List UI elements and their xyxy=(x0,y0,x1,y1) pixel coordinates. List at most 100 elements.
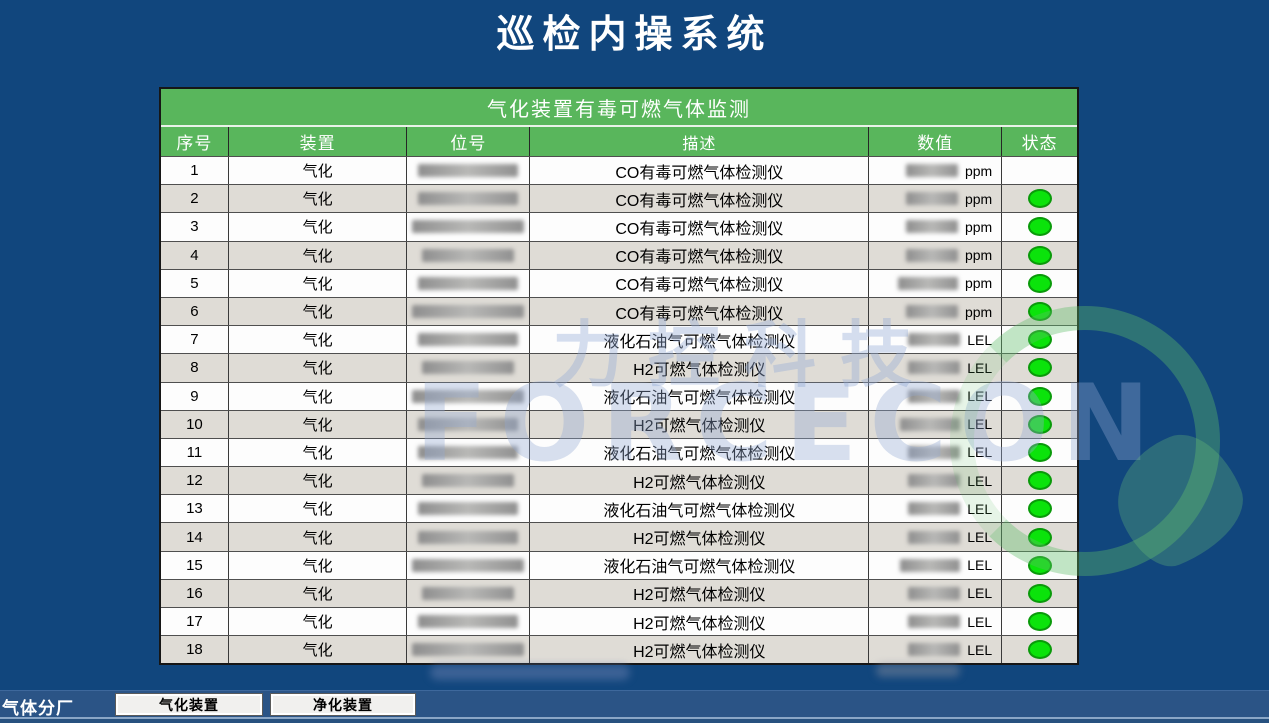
blurred-value xyxy=(908,530,961,544)
blurred-tag xyxy=(418,445,519,459)
column-header: 状态 xyxy=(1021,134,1058,153)
row-number: 8 xyxy=(161,354,229,382)
status-indicator-green xyxy=(1027,330,1052,350)
device-cell: 气化 xyxy=(229,354,408,382)
status-cell xyxy=(1002,636,1077,663)
purification-unit-button[interactable]: 净化装置 xyxy=(270,693,416,716)
table-row: 13 气化 液化石油气可燃气体检测仪 LEL xyxy=(161,494,1077,523)
device-cell: 气化 xyxy=(229,326,408,354)
value-cell: LEL xyxy=(869,438,1003,467)
table-row: 10 气化 H2可燃气体检测仪 LEL xyxy=(161,409,1077,438)
blurred-tag xyxy=(412,305,525,319)
description-cell: H2可燃气体检测仪 xyxy=(530,608,870,636)
description-cell: CO有毒可燃气体检测仪 xyxy=(530,157,870,185)
device-cell: 气化 xyxy=(229,269,408,297)
blurred-tag xyxy=(418,276,519,290)
blurred-tag xyxy=(412,389,525,403)
tag-cell xyxy=(407,495,531,523)
value-cell: LEL xyxy=(869,579,1003,607)
row-number: 5 xyxy=(161,269,229,297)
value-cell: ppm xyxy=(869,157,1003,185)
table-title: 气化装置有毒可燃气体监测 xyxy=(161,89,1077,127)
status-cell xyxy=(1002,411,1077,438)
status-cell xyxy=(1002,523,1077,550)
blurred-value xyxy=(905,305,958,319)
value-cell: LEL xyxy=(869,608,1003,636)
table-row: 18 气化 H2可燃气体检测仪 LEL xyxy=(161,635,1077,664)
description-cell: CO有毒可燃气体检测仪 xyxy=(530,269,870,297)
status-indicator-green xyxy=(1027,640,1052,660)
value-cell: ppm xyxy=(869,241,1003,269)
tag-cell xyxy=(407,438,531,467)
table-row: 15 气化 液化石油气可燃气体检测仪 LEL xyxy=(161,550,1077,579)
table-row: 14 气化 H2可燃气体检测仪 LEL xyxy=(161,522,1077,551)
table-row: 11 气化 液化石油气可燃气体检测仪 LEL xyxy=(161,437,1077,467)
description-cell: 液化石油气可燃气体检测仪 xyxy=(530,495,870,523)
blurred-value xyxy=(905,248,958,262)
status-indicator-green xyxy=(1027,358,1052,378)
tag-cell xyxy=(407,354,531,382)
tag-cell xyxy=(407,467,531,495)
blurred-tag xyxy=(412,643,525,657)
blurred-tag xyxy=(422,248,515,262)
status-indicator-green xyxy=(1027,442,1052,462)
blurred-value xyxy=(905,164,958,178)
value-cell: LEL xyxy=(869,467,1003,495)
tag-cell xyxy=(407,636,531,664)
table-row: 12 气化 H2可燃气体检测仪 LEL xyxy=(161,466,1077,495)
status-indicator-green xyxy=(1027,499,1052,519)
value-unit: LEL xyxy=(967,585,993,602)
column-header: 装置 xyxy=(229,127,408,156)
table-row: 1 气化 CO有毒可燃气体检测仪 ppm xyxy=(161,156,1077,185)
row-number: 3 xyxy=(161,213,229,241)
value-unit: ppm xyxy=(964,218,993,235)
description-cell: H2可燃气体检测仪 xyxy=(530,354,870,382)
column-header: 位号 xyxy=(407,127,531,156)
value-unit: LEL xyxy=(967,641,993,658)
status-cell xyxy=(1002,242,1077,269)
watermark-leaf-icon xyxy=(1099,419,1259,579)
value-cell: LEL xyxy=(869,523,1003,551)
value-cell: LEL xyxy=(869,551,1003,579)
blurred-value xyxy=(908,474,961,488)
device-cell: 气化 xyxy=(229,523,408,551)
column-header: 序号 xyxy=(161,127,229,156)
value-cell: ppm xyxy=(869,185,1003,213)
row-number: 16 xyxy=(161,579,229,607)
status-cell xyxy=(1002,495,1077,522)
status-cell xyxy=(1002,580,1077,607)
value-unit: LEL xyxy=(967,613,993,630)
device-cell: 气化 xyxy=(229,410,408,438)
tag-cell xyxy=(407,326,531,354)
device-cell: 气化 xyxy=(229,241,408,269)
blurred-value xyxy=(897,276,958,290)
tag-cell xyxy=(407,157,531,185)
tag-cell xyxy=(407,551,531,579)
description-cell: 液化石油气可燃气体检测仪 xyxy=(530,382,870,410)
blurred-value xyxy=(908,361,961,375)
row-number: 9 xyxy=(161,382,229,410)
status-cell xyxy=(1002,552,1077,579)
tag-cell xyxy=(407,269,531,297)
value-unit: ppm xyxy=(964,275,993,292)
description-cell: H2可燃气体检测仪 xyxy=(530,636,870,664)
value-unit: LEL xyxy=(967,388,993,405)
tag-cell xyxy=(407,185,531,213)
blurred-value xyxy=(900,558,961,572)
value-unit: LEL xyxy=(967,359,993,376)
row-number: 10 xyxy=(161,410,229,438)
table-row: 6 气化 CO有毒可燃气体检测仪 ppm xyxy=(161,296,1077,326)
gasification-unit-button[interactable]: 气化装置 xyxy=(115,693,263,716)
tag-cell xyxy=(407,410,531,438)
description-cell: CO有毒可燃气体检测仪 xyxy=(530,297,870,326)
row-number: 11 xyxy=(161,438,229,467)
table-row: 16 气化 H2可燃气体检测仪 LEL xyxy=(161,578,1077,607)
device-cell: 气化 xyxy=(229,579,408,607)
censored-smudge xyxy=(430,665,630,680)
row-number: 12 xyxy=(161,467,229,495)
tag-cell xyxy=(407,579,531,607)
table-row: 9 气化 液化石油气可燃气体检测仪 LEL xyxy=(161,381,1077,410)
status-indicator-green xyxy=(1027,245,1052,265)
blurred-value xyxy=(908,586,961,600)
